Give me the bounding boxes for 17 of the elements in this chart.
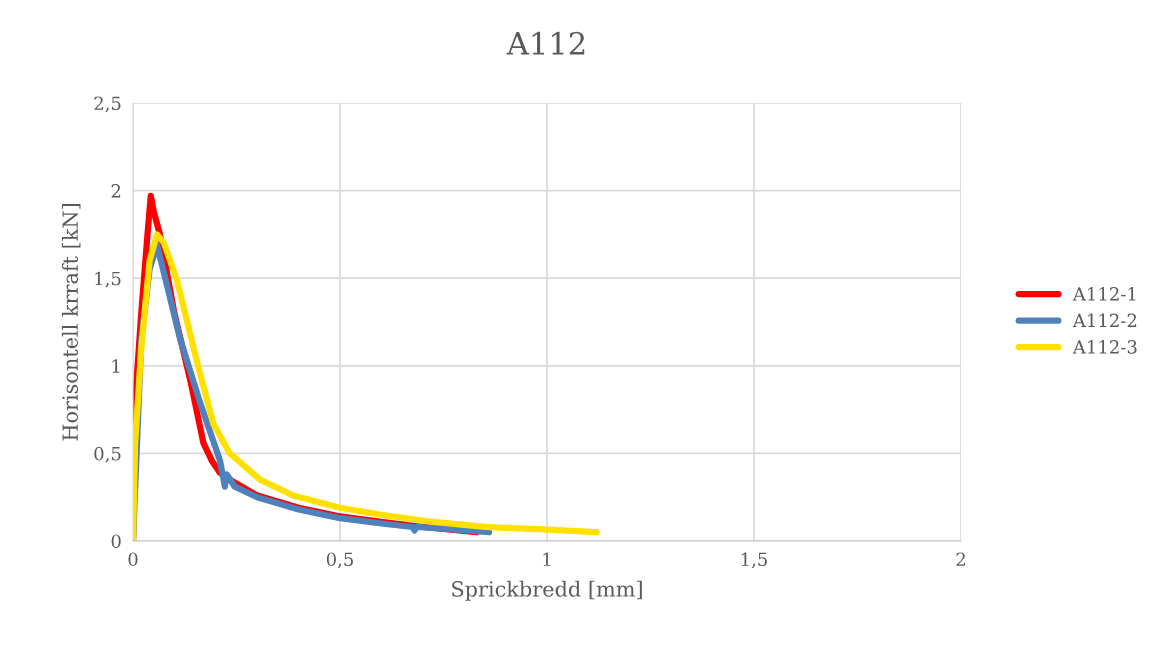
x-tick-label: 0,5 — [326, 552, 353, 569]
y-tick-label: 1 — [112, 359, 120, 373]
chart-title: A112 — [506, 31, 585, 55]
legend-label: A112-3 — [1072, 340, 1137, 354]
legend-label: A112-1 — [1072, 287, 1136, 301]
y-tick-label: 2,5 — [94, 96, 121, 113]
x-tick-label: 2 — [956, 552, 965, 566]
y-tick-label: 0,5 — [94, 446, 121, 463]
x-tick-label: 0 — [128, 552, 138, 567]
y-tick-label: 1,5 — [95, 271, 121, 288]
x-axis-title: Sprickbredd [mm] — [452, 580, 642, 601]
y-tick-label: 0 — [111, 534, 121, 549]
x-tick-label: 1,5 — [741, 552, 767, 569]
x-tick-label: 1 — [543, 552, 551, 566]
y-tick-label: 2 — [111, 184, 121, 198]
legend-label: A112-2 — [1072, 313, 1137, 327]
y-axis-title: Horisontell krraft [kN] — [61, 204, 81, 441]
